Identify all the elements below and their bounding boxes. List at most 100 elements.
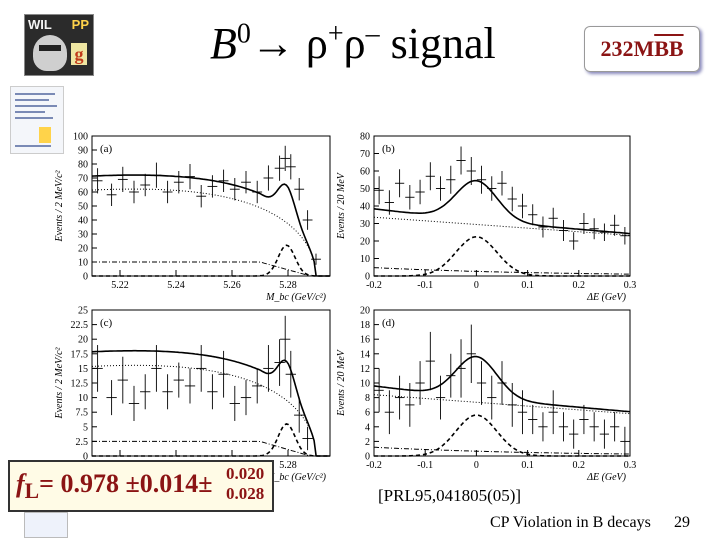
data-point	[517, 390, 528, 435]
data-point	[294, 397, 305, 433]
panel-label: (a)	[100, 143, 113, 155]
data-point	[106, 380, 117, 416]
bbbar-fit-curve	[92, 440, 330, 457]
bbbar-fit-curve	[373, 267, 630, 275]
x-tick-label: 5.28	[279, 460, 297, 471]
data-point	[162, 180, 173, 204]
y-tick-label: 100	[73, 132, 88, 143]
title-sup-plus: +	[327, 18, 344, 50]
y-tick-label: 70	[78, 174, 88, 185]
data-point	[620, 426, 630, 456]
data-point	[263, 165, 274, 191]
chart-panel-2: 0 10 20 30 40 50 60 70 80 -0.2 -0.1 0 0.1 0.2 0.3 (b) ΔE…	[336, 132, 636, 304]
continuum-fit-curve	[91, 188, 330, 277]
data-point	[240, 380, 252, 416]
x-tick-label: 5.28	[279, 280, 297, 291]
data-point	[229, 385, 240, 421]
wilpp-logo: WIL PP g	[24, 14, 94, 76]
data-point	[129, 180, 139, 204]
title-sup-minus: –	[365, 18, 380, 50]
data-point	[569, 232, 579, 250]
chart-panel-1: 0 10 20 30 40 50 60 70 80 90 100 5.22 5.24 5.26 5.28 (a…	[54, 132, 331, 303]
y-axis-label: Events / 2 MeV/c²	[54, 346, 65, 419]
data-point	[476, 165, 487, 194]
data-point	[456, 339, 466, 398]
page-title: B0→ ρ+ρ– signal	[210, 18, 496, 69]
data-point	[497, 361, 507, 405]
x-tick-label: -0.2	[366, 460, 382, 471]
data-point	[425, 331, 435, 391]
title-prefix: B	[210, 19, 237, 68]
x-axis-label: M_bc (GeV/c²)	[265, 472, 327, 483]
data-point	[435, 176, 446, 201]
data-point	[476, 361, 487, 405]
data-point	[173, 362, 184, 398]
data-point	[610, 214, 620, 236]
y-tick-label: 10	[78, 393, 88, 404]
badge-bb: BB	[654, 36, 684, 61]
y-tick-label: 50	[78, 202, 88, 213]
data-point	[92, 345, 103, 392]
data-point	[311, 253, 321, 265]
y-tick-label: 50	[360, 184, 370, 195]
logo-text-left: WIL	[28, 17, 52, 32]
logo-text-right: PP	[71, 17, 89, 32]
polarization-result-box: fL= 0.978 ±0.014± 0.020 0.028	[8, 460, 274, 512]
y-tick-label: 7.5	[76, 408, 89, 419]
y-tick-label: 22.5	[71, 320, 89, 331]
luminosity-badge: 232M BB	[584, 26, 700, 72]
y-tick-label: 0	[365, 452, 370, 463]
y-tick-label: 90	[78, 146, 88, 157]
data-point	[207, 374, 218, 410]
y-tick-label: 14	[360, 349, 370, 360]
data-point	[466, 324, 476, 383]
panel-label: (d)	[382, 317, 395, 329]
y-tick-label: 20	[78, 335, 88, 346]
data-point	[92, 168, 103, 194]
data-point	[517, 193, 528, 219]
badge-prefix: 232M	[600, 36, 655, 61]
x-tick-label: 0	[474, 460, 479, 471]
portrait-icon	[33, 35, 67, 71]
result-asym-errors: 0.020 0.028	[226, 464, 264, 504]
data-point	[162, 374, 173, 410]
result-error-plus: 0.020	[226, 464, 265, 483]
y-tick-label: 10	[360, 379, 370, 390]
y-tick-label: 12	[360, 364, 370, 375]
y-tick-label: 18	[360, 320, 370, 331]
data-point	[415, 179, 425, 205]
data-point	[548, 207, 558, 229]
data-point	[374, 368, 384, 413]
data-point	[487, 375, 497, 420]
x-axis-label: ΔE (GeV)	[586, 292, 627, 303]
y-tick-label: 20	[78, 244, 88, 255]
data-point	[579, 213, 589, 234]
signal-fit-curve	[374, 235, 630, 277]
slide-thumbnail	[10, 86, 64, 154]
y-tick-label: 60	[78, 188, 88, 199]
y-tick-label: 6	[365, 408, 370, 419]
y-tick-label: 30	[360, 219, 370, 230]
y-tick-label: 4	[365, 422, 370, 433]
data-point	[374, 176, 384, 205]
data-point	[252, 368, 263, 404]
chart-panel-4: 0 2 4 6 8 10 12 14 16 18 20 -0.2 -0.1 0 0.1 0.2 0.3 (d) ΔE…	[336, 306, 636, 484]
data-point	[274, 155, 285, 181]
y-tick-label: 20	[360, 237, 370, 248]
data-point	[173, 171, 184, 194]
data-point	[384, 390, 394, 435]
data-point	[140, 173, 151, 197]
x-tick-label: 5.24	[167, 280, 185, 291]
y-tick-label: 70	[360, 149, 370, 160]
data-point	[538, 412, 548, 442]
data-point	[117, 356, 128, 404]
y-tick-label: 80	[78, 160, 88, 171]
data-point	[579, 404, 589, 435]
data-point	[302, 426, 313, 451]
data-point	[140, 374, 151, 410]
result-subscript: L	[24, 479, 40, 504]
x-tick-label: 0.1	[521, 460, 534, 471]
y-tick-label: 8	[365, 393, 370, 404]
y-tick-label: 2	[365, 437, 370, 448]
y-tick-label: 30	[78, 230, 88, 241]
